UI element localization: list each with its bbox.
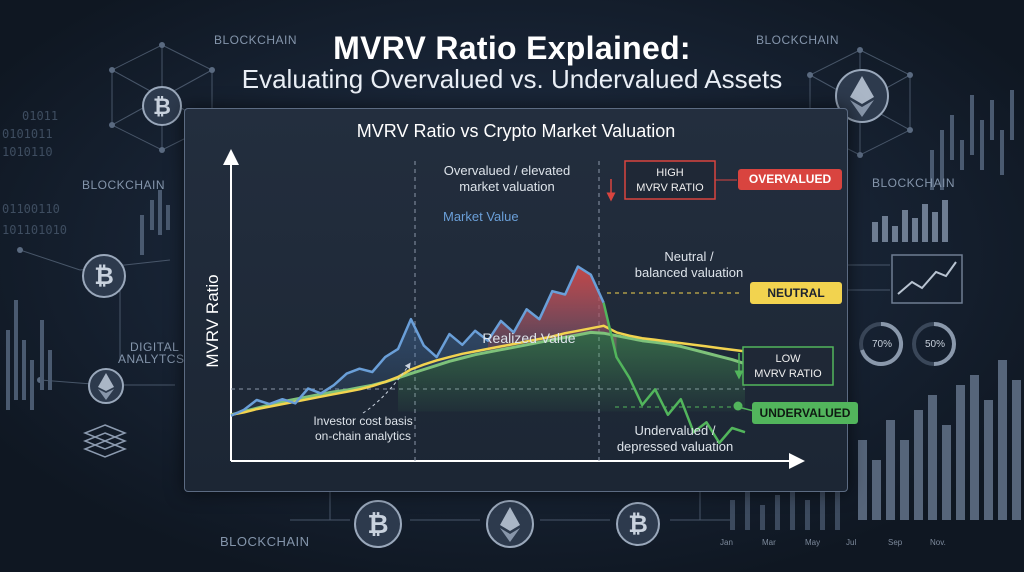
page-subtitle: Evaluating Overvalued vs. Undervalued As… (241, 64, 783, 94)
ethereum-icon (88, 368, 124, 404)
undervalued-note-line-1: Undervalued / (635, 423, 716, 438)
page-title: MVRV Ratio Explained: (333, 30, 691, 66)
y-axis-label: MVRV Ratio (203, 274, 222, 367)
market-value-line (230, 265, 605, 417)
market-value-decline-line (602, 302, 746, 445)
blockchain-tag-3: BLOCKCHAIN (82, 178, 166, 192)
blockchain-tag-1: BLOCKCHAIN (214, 33, 298, 47)
binary-line-1: 01011 (22, 109, 59, 123)
ethereum-icon (486, 500, 534, 548)
binary-line-3: 1010110 (2, 145, 53, 159)
blockchain-tag-2: BLOCKCHAIN (756, 33, 840, 47)
chart-panel: MVRV Ratio vs Crypto Market Valuation MV… (184, 108, 848, 492)
bitcoin-icon: ₿ (82, 254, 126, 298)
neutral-note-line-2: balanced valuation (635, 265, 743, 280)
low-mvrv-callout (742, 346, 834, 386)
overvalued-note-line-2: market valuation (459, 179, 554, 194)
month-label: Nov. (930, 538, 946, 547)
realized-value-line (230, 330, 746, 417)
digital-tag: DIGITAL (130, 340, 180, 354)
month-label: Jan (720, 538, 733, 547)
low-mvrv-line-1: LOW (775, 353, 801, 365)
blockchain-tag-4: BLOCKCHAIN (872, 176, 956, 190)
month-label: Sep (888, 538, 903, 547)
realized-value-area (398, 332, 745, 412)
market-value-label: Market Value (443, 209, 519, 224)
svg-text:₿: ₿ (94, 262, 114, 290)
gauge-70-label: 70% (872, 339, 893, 350)
neutral-note-line-1: Neutral / (664, 249, 714, 264)
chart-title: MVRV Ratio vs Crypto Market Valuation (357, 121, 675, 141)
mvrv-chart: MVRV Ratio vs Crypto Market Valuation MV… (203, 121, 834, 469)
month-label: Mar (762, 538, 776, 547)
blockchain-tag-5: BLOCKCHAIN (220, 534, 310, 549)
undervalued-badge: UNDERVALUED (752, 402, 858, 424)
cost-basis-note-line-1: Investor cost basis (313, 414, 412, 428)
chart-series (230, 265, 746, 445)
gauge-50-label: 50% (925, 339, 946, 350)
undervalued-connector (733, 401, 754, 412)
binary-line-5: 101101010 (2, 223, 68, 237)
undervalued-note-line-2: depressed valuation (617, 439, 733, 454)
neutral-badge: NEUTRAL (750, 282, 842, 304)
overvalued-note-line-1: Overvalued / elevated (444, 163, 570, 178)
cost-basis-note-line-2: on-chain analytics (315, 429, 411, 443)
ethereum-icon (835, 69, 889, 123)
month-label: May (805, 538, 821, 547)
overvalued-badge: OVERVALUED (738, 169, 842, 190)
cost-basis-line-series (230, 324, 746, 417)
high-mvrv-line-1: HIGH (656, 167, 684, 179)
svg-text:₿: ₿ (153, 95, 171, 120)
high-mvrv-callout (624, 160, 716, 200)
bitcoin-icon: ₿ (142, 86, 182, 126)
svg-text:₿: ₿ (367, 510, 388, 540)
analytics-tag: ANALYTCS (118, 352, 185, 366)
binary-line-2: 0101011 (2, 127, 53, 141)
binary-line-4: 01100110 (2, 202, 60, 216)
month-label: Jul (846, 538, 857, 547)
bitcoin-icon: ₿ (616, 502, 660, 546)
bitcoin-icon: ₿ (354, 500, 402, 548)
low-mvrv-line-2: MVRV RATIO (754, 368, 822, 380)
overvalued-area (488, 266, 617, 358)
high-mvrv-line-2: MVRV RATIO (636, 182, 704, 194)
svg-text:₿: ₿ (628, 510, 648, 538)
realized-value-label: Realized Value (482, 330, 575, 346)
